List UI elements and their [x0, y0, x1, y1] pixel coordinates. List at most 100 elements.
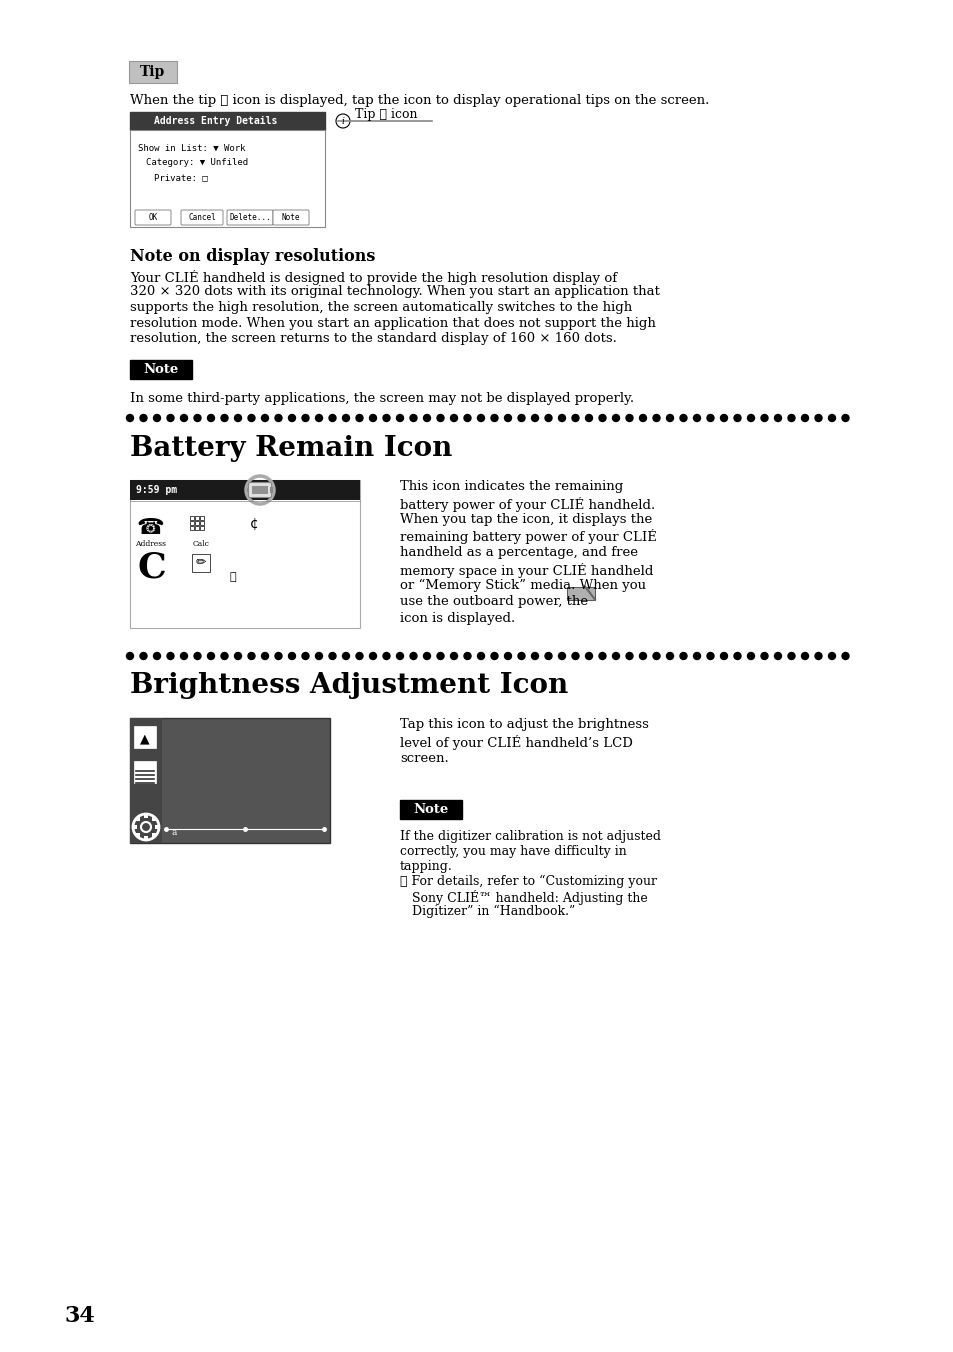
- Circle shape: [167, 653, 173, 660]
- Circle shape: [747, 653, 754, 660]
- Circle shape: [410, 415, 416, 422]
- Circle shape: [477, 415, 484, 422]
- Circle shape: [248, 653, 254, 660]
- Circle shape: [841, 653, 848, 660]
- FancyBboxPatch shape: [273, 210, 309, 224]
- FancyBboxPatch shape: [129, 61, 177, 82]
- Text: Tip Ⓘ icon: Tip Ⓘ icon: [355, 108, 417, 120]
- Circle shape: [342, 415, 349, 422]
- Text: C: C: [138, 550, 167, 584]
- Bar: [200, 521, 204, 525]
- Circle shape: [423, 653, 430, 660]
- Text: Tap this icon to adjust the brightness: Tap this icon to adjust the brightness: [399, 718, 648, 731]
- Circle shape: [558, 653, 565, 660]
- Circle shape: [180, 653, 188, 660]
- Circle shape: [221, 415, 228, 422]
- Circle shape: [639, 653, 646, 660]
- Circle shape: [463, 415, 471, 422]
- Bar: [130, 718, 162, 844]
- Circle shape: [329, 653, 335, 660]
- Circle shape: [450, 653, 457, 660]
- Circle shape: [544, 653, 552, 660]
- Circle shape: [787, 653, 794, 660]
- Circle shape: [814, 653, 821, 660]
- Circle shape: [302, 415, 309, 422]
- Circle shape: [747, 415, 754, 422]
- Circle shape: [208, 653, 214, 660]
- Circle shape: [666, 653, 673, 660]
- Circle shape: [261, 415, 268, 422]
- Circle shape: [774, 415, 781, 422]
- Circle shape: [517, 653, 524, 660]
- Circle shape: [814, 415, 821, 422]
- Text: correctly, you may have difficulty in: correctly, you may have difficulty in: [399, 845, 626, 859]
- Bar: [133, 761, 156, 783]
- Text: When you tap the icon, it displays the: When you tap the icon, it displays the: [399, 512, 652, 526]
- Bar: [136, 833, 140, 837]
- Circle shape: [234, 653, 241, 660]
- Bar: [399, 800, 461, 819]
- Bar: [132, 825, 137, 829]
- Circle shape: [733, 653, 740, 660]
- Circle shape: [679, 653, 686, 660]
- Bar: [136, 817, 140, 821]
- Text: In some third-party applications, the screen may not be displayed properly.: In some third-party applications, the sc…: [130, 392, 634, 406]
- Text: resolution mode. When you start an application that does not support the high: resolution mode. When you start an appli…: [130, 316, 656, 330]
- Text: Cancel: Cancel: [188, 214, 215, 222]
- Text: Category: ▼ Unfiled: Category: ▼ Unfiled: [146, 158, 248, 168]
- Circle shape: [720, 653, 727, 660]
- Text: resolution, the screen returns to the standard display of 160 × 160 dots.: resolution, the screen returns to the st…: [130, 333, 617, 345]
- Text: ☎: ☎: [136, 518, 164, 538]
- Text: Address Entry Details: Address Entry Details: [153, 116, 277, 126]
- FancyBboxPatch shape: [248, 483, 272, 498]
- Text: tapping.: tapping.: [399, 860, 453, 873]
- Text: 34: 34: [65, 1305, 95, 1328]
- Text: ▲: ▲: [140, 733, 150, 745]
- Circle shape: [355, 415, 363, 422]
- Circle shape: [167, 415, 173, 422]
- Text: Calc: Calc: [193, 539, 210, 548]
- Bar: [190, 526, 193, 530]
- Circle shape: [733, 415, 740, 422]
- Circle shape: [572, 653, 578, 660]
- Circle shape: [585, 415, 592, 422]
- Circle shape: [491, 653, 497, 660]
- Bar: [566, 587, 595, 599]
- Circle shape: [612, 415, 618, 422]
- Circle shape: [140, 653, 147, 660]
- Text: i: i: [341, 116, 344, 126]
- Circle shape: [436, 415, 443, 422]
- Bar: [130, 360, 192, 379]
- Bar: [200, 516, 204, 521]
- Circle shape: [639, 415, 646, 422]
- Circle shape: [382, 653, 390, 660]
- Circle shape: [504, 415, 511, 422]
- Circle shape: [544, 415, 552, 422]
- Bar: [194, 526, 199, 530]
- Text: Address: Address: [135, 539, 166, 548]
- Circle shape: [693, 415, 700, 422]
- Circle shape: [652, 653, 659, 660]
- Bar: [130, 480, 359, 500]
- Text: remaining battery power of your CLIÉ: remaining battery power of your CLIÉ: [399, 530, 657, 545]
- Circle shape: [598, 653, 605, 660]
- Circle shape: [463, 653, 471, 660]
- Circle shape: [153, 415, 160, 422]
- Circle shape: [598, 415, 605, 422]
- Circle shape: [558, 415, 565, 422]
- Circle shape: [477, 653, 484, 660]
- Circle shape: [396, 653, 403, 660]
- Text: Brightness Adjustment Icon: Brightness Adjustment Icon: [130, 672, 568, 699]
- Circle shape: [491, 415, 497, 422]
- Text: Note on display resolutions: Note on display resolutions: [130, 247, 375, 265]
- Circle shape: [760, 653, 767, 660]
- Text: handheld as a percentage, and free: handheld as a percentage, and free: [399, 546, 638, 558]
- Text: When the tip Ⓘ icon is displayed, tap the icon to display operational tips on th: When the tip Ⓘ icon is displayed, tap th…: [130, 95, 709, 107]
- Text: OK: OK: [149, 214, 157, 222]
- Text: icon is displayed.: icon is displayed.: [399, 612, 515, 625]
- Bar: [130, 112, 325, 130]
- Text: ¢: ¢: [250, 518, 258, 531]
- Text: Your CLIÉ handheld is designed to provide the high resolution display of: Your CLIÉ handheld is designed to provid…: [130, 270, 617, 285]
- Circle shape: [355, 653, 363, 660]
- Text: Sony CLIÉ™ handheld: Adjusting the: Sony CLIÉ™ handheld: Adjusting the: [399, 890, 647, 904]
